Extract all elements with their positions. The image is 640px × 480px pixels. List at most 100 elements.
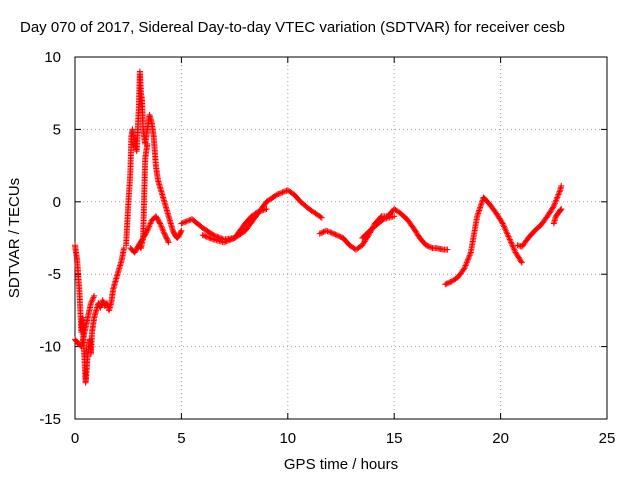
data-point (208, 235, 215, 242)
data-point (556, 190, 563, 197)
data-point (462, 263, 469, 270)
x-tick-label: 10 (279, 430, 296, 447)
data-point (178, 227, 185, 234)
data-point (550, 204, 557, 211)
data-point (227, 236, 234, 243)
data-point (156, 219, 163, 226)
data-point (214, 233, 221, 240)
y-tick-label: -10 (39, 339, 61, 356)
data-point (319, 229, 326, 236)
data-point (467, 250, 474, 257)
data-point (425, 243, 432, 250)
data-points (72, 68, 565, 386)
data-point (253, 209, 260, 216)
data-point (501, 223, 508, 230)
data-point (320, 228, 327, 235)
data-point (87, 300, 94, 307)
data-point (179, 219, 186, 226)
data-point (502, 227, 509, 234)
data-point (511, 248, 518, 255)
y-tick-label: 10 (44, 49, 61, 66)
data-point (317, 230, 324, 237)
data-point (554, 193, 561, 200)
data-point (99, 297, 106, 304)
data-point (181, 219, 188, 226)
data-point (182, 218, 189, 225)
y-tick-label: 5 (53, 121, 61, 138)
data-point (506, 236, 513, 243)
data-point (207, 235, 214, 242)
data-point (147, 220, 154, 227)
data-point (158, 224, 165, 231)
data-point (554, 194, 561, 201)
data-point (463, 261, 470, 268)
data-point (205, 234, 211, 241)
data-point (146, 223, 153, 230)
data-point (505, 233, 512, 240)
x-axis-ticks: 0 5 10 15 20 25 (71, 57, 616, 447)
y-tick-label: -15 (39, 411, 61, 428)
data-point (500, 221, 507, 228)
data-point (160, 229, 167, 236)
data-point (199, 232, 206, 239)
data-point (463, 259, 470, 266)
data-point (424, 242, 431, 249)
x-tick-label: 25 (599, 430, 616, 447)
data-point (557, 207, 564, 214)
data-point (220, 239, 227, 246)
data-point (100, 298, 107, 305)
data-point (317, 213, 324, 220)
data-point (332, 231, 339, 238)
data-point (90, 294, 97, 301)
data-point (158, 223, 165, 230)
data-point (508, 240, 515, 247)
data-point (503, 229, 510, 236)
data-point (280, 188, 287, 195)
data-point (428, 244, 435, 251)
data-point (88, 298, 95, 305)
data-point (160, 227, 167, 234)
data-point (444, 246, 451, 253)
chart-title: Day 070 of 2017, Sidereal Day-to-day VTE… (20, 19, 565, 36)
data-point (462, 262, 469, 269)
data-point (518, 259, 525, 266)
data-point (183, 218, 190, 225)
data-point (464, 258, 471, 265)
data-point (331, 230, 338, 237)
data-point (316, 230, 323, 237)
data-point (555, 191, 562, 198)
data-point (447, 279, 454, 286)
data-point (276, 190, 283, 197)
data-point (465, 255, 472, 262)
data-point (335, 232, 342, 239)
x-tick-label: 20 (492, 430, 509, 447)
data-point (552, 198, 559, 205)
data-point (553, 197, 560, 204)
data-point (327, 229, 334, 236)
data-point (278, 189, 285, 196)
x-tick-label: 5 (177, 430, 185, 447)
data-point (165, 238, 172, 245)
data-point (391, 213, 398, 220)
data-point (444, 280, 451, 287)
data-point (145, 224, 152, 231)
data-point (442, 281, 449, 288)
data-point (89, 295, 96, 302)
data-point (206, 234, 213, 241)
data-point (510, 245, 517, 252)
data-point (185, 217, 192, 224)
data-point (499, 220, 506, 227)
plot-frame (74, 56, 608, 420)
data-point (460, 266, 467, 273)
data-point (165, 239, 172, 246)
data-point (177, 228, 184, 235)
data-point (144, 226, 151, 233)
data-point (202, 233, 209, 240)
data-point (157, 220, 164, 227)
data-point (157, 221, 164, 228)
data-point (275, 191, 282, 198)
data-point (279, 189, 286, 196)
data-point (464, 256, 471, 263)
data-point (502, 226, 509, 233)
